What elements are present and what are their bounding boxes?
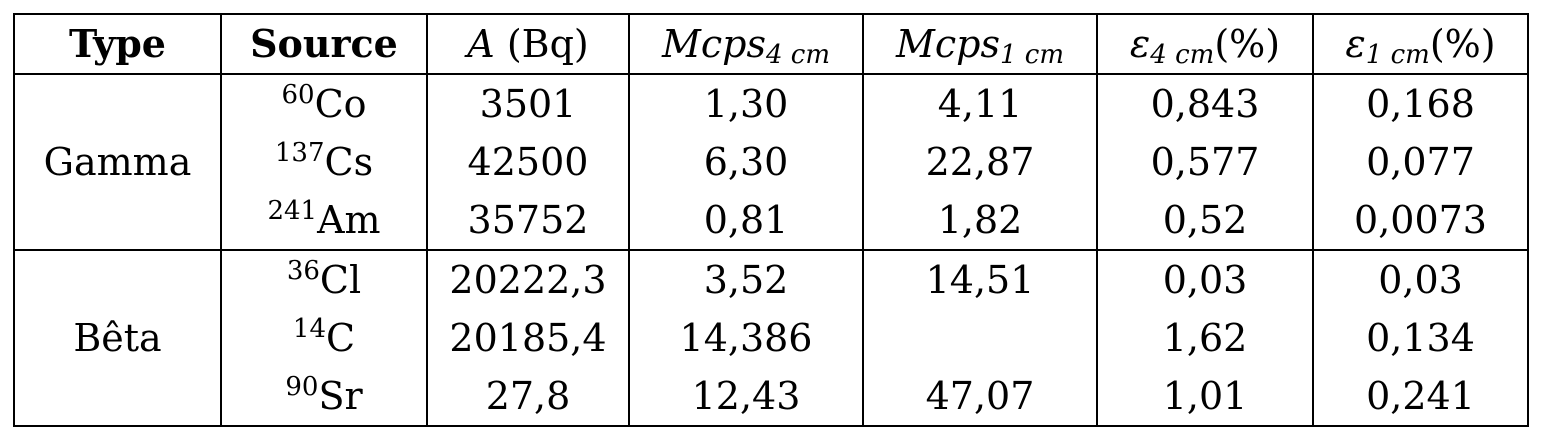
mcps-4cm-cell: 14,386 (628, 309, 864, 367)
header-eff-1cm: ε1 cm(%) (1312, 13, 1529, 75)
header-eff-4cm-unit: (%) (1214, 22, 1281, 66)
mcps-1cm-cell: 22,87 (862, 133, 1098, 191)
eff-1cm-cell: 0,077 (1312, 133, 1529, 191)
activity-cell: 27,8 (426, 367, 630, 427)
activity-cell: 42500 (426, 133, 630, 191)
eff-1cm-cell: 0,03 (1312, 250, 1529, 309)
header-mcps-4cm: Mcps4 cm (628, 13, 864, 75)
element-symbol: Am (317, 198, 381, 242)
header-activity-symbol: A (467, 22, 495, 66)
table-group-beta: Bêta 36Cl 20222,3 3,52 14,51 0,03 0,03 1… (13, 250, 1529, 427)
group-type-label: Bêta (13, 250, 222, 427)
eff-4cm-cell: 1,62 (1096, 309, 1314, 367)
header-activity: A (Bq) (426, 13, 630, 75)
element-symbol: Sr (318, 374, 363, 418)
table-row: 90Sr 27,8 12,43 47,07 1,01 0,241 (14, 367, 1529, 427)
source-cell: 90Sr (220, 367, 428, 427)
table-group-gamma: Gamma 60Co 3501 1,30 4,11 0,843 0,168 13… (13, 74, 1529, 251)
eff-4cm-cell: 0,577 (1096, 133, 1314, 191)
header-mcps-4cm-symbol: Mcps (661, 22, 766, 66)
header-mcps-1cm-symbol: Mcps (895, 22, 1000, 66)
source-cell: 60Co (220, 74, 428, 133)
element-symbol: Cl (319, 258, 362, 302)
mass-number: 14 (292, 314, 326, 344)
header-type: Type (13, 13, 222, 75)
mcps-1cm-cell (862, 309, 1098, 367)
header-activity-unit: (Bq) (506, 22, 589, 66)
table-row: Gamma 60Co 3501 1,30 4,11 0,843 0,168 (13, 74, 1529, 251)
activity-cell: 20185,4 (426, 309, 630, 367)
activity-cell: 20222,3 (426, 250, 630, 309)
mcps-1cm-cell: 14,51 (862, 250, 1098, 309)
table-row: 14C 20185,4 14,386 1,62 0,134 (14, 309, 1529, 367)
data-table-container: Type Source A (Bq) Mcps4 cm Mcps1 cm ε4 … (13, 13, 1529, 427)
eff-1cm-cell: 0,0073 (1312, 191, 1529, 251)
header-row: Type Source A (Bq) Mcps4 cm Mcps1 cm ε4 … (13, 13, 1529, 75)
table-header: Type Source A (Bq) Mcps4 cm Mcps1 cm ε4 … (13, 13, 1529, 75)
header-source: Source (220, 13, 428, 75)
mcps-4cm-cell: 0,81 (628, 191, 864, 251)
header-eff-4cm-sub: 4 cm (1150, 40, 1215, 70)
eff-4cm-cell: 0,843 (1096, 74, 1314, 133)
mass-number: 36 (286, 256, 320, 286)
mcps-1cm-cell: 47,07 (862, 367, 1098, 427)
header-mcps-1cm-sub: 1 cm (1000, 40, 1065, 70)
mass-number: 137 (274, 138, 325, 168)
eff-1cm-cell: 0,134 (1312, 309, 1529, 367)
source-cell: 241Am (220, 191, 428, 251)
mass-number: 241 (267, 196, 318, 226)
eff-1cm-cell: 0,241 (1312, 367, 1529, 427)
table-row: 241Am 35752 0,81 1,82 0,52 0,0073 (14, 191, 1529, 251)
mcps-4cm-cell: 3,52 (628, 250, 864, 309)
source-cell: 137Cs (220, 133, 428, 191)
header-eff-1cm-sub: 1 cm (1365, 40, 1430, 70)
mcps-1cm-cell: 1,82 (862, 191, 1098, 251)
table-row: Bêta 36Cl 20222,3 3,52 14,51 0,03 0,03 (13, 250, 1529, 427)
source-cell: 36Cl (220, 250, 428, 309)
eff-4cm-cell: 0,03 (1096, 250, 1314, 309)
eff-4cm-cell: 0,52 (1096, 191, 1314, 251)
mcps-4cm-cell: 1,30 (628, 74, 864, 133)
group-type-label: Gamma (13, 74, 222, 251)
data-table: Type Source A (Bq) Mcps4 cm Mcps1 cm ε4 … (13, 13, 1529, 427)
element-symbol: Cs (324, 140, 374, 184)
header-eff-1cm-symbol: ε (1345, 22, 1366, 66)
header-eff-4cm: ε4 cm(%) (1096, 13, 1314, 75)
header-mcps-1cm: Mcps1 cm (862, 13, 1098, 75)
activity-cell: 3501 (426, 74, 630, 133)
source-cell: 14C (220, 309, 428, 367)
header-mcps-4cm-sub: 4 cm (766, 40, 831, 70)
mcps-4cm-cell: 6,30 (628, 133, 864, 191)
mcps-1cm-cell: 4,11 (862, 74, 1098, 133)
header-eff-4cm-symbol: ε (1129, 22, 1151, 66)
element-symbol: Co (314, 82, 367, 126)
eff-1cm-cell: 0,168 (1312, 74, 1529, 133)
activity-cell: 35752 (426, 191, 630, 251)
mass-number: 60 (281, 80, 315, 110)
eff-4cm-cell: 1,01 (1096, 367, 1314, 427)
header-eff-1cm-unit: (%) (1429, 22, 1496, 66)
mass-number: 90 (285, 372, 319, 402)
element-symbol: C (326, 316, 356, 360)
table-row: 137Cs 42500 6,30 22,87 0,577 0,077 (14, 133, 1529, 191)
mcps-4cm-cell: 12,43 (628, 367, 864, 427)
